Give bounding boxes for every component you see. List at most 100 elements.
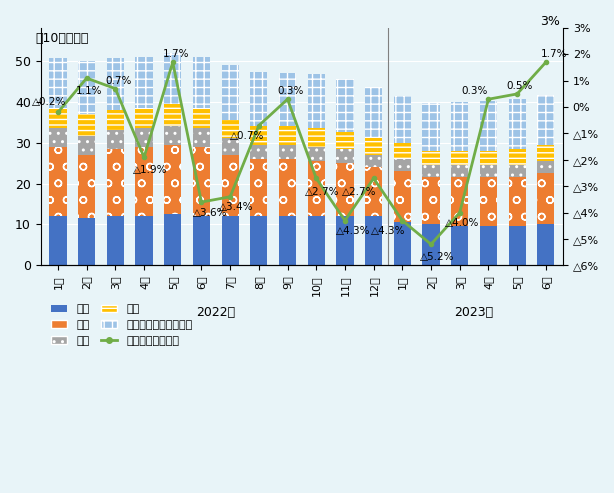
Bar	[279, 159, 296, 216]
Text: △2.7%: △2.7%	[305, 186, 339, 197]
Bar	[537, 144, 554, 161]
Bar	[222, 120, 239, 139]
Text: △0.7%: △0.7%	[230, 131, 265, 141]
Bar	[508, 99, 526, 149]
Bar	[193, 128, 210, 147]
Bar	[107, 130, 124, 149]
Bar	[164, 53, 181, 104]
Bar	[365, 216, 383, 265]
Bar	[308, 128, 325, 147]
Text: 1.7%: 1.7%	[541, 49, 568, 59]
Bar	[394, 96, 411, 142]
Bar	[394, 142, 411, 159]
Bar	[251, 216, 268, 265]
Bar	[422, 165, 440, 177]
Bar	[422, 177, 440, 224]
Bar	[49, 216, 66, 265]
Bar	[336, 79, 354, 132]
Bar	[193, 147, 210, 216]
Bar	[422, 103, 440, 151]
Bar	[78, 137, 95, 155]
Legend: 米州, 中国, 欧州, 日本, アジア大洋州／その他, 伸び率（前月比）: 米州, 中国, 欧州, 日本, アジア大洋州／その他, 伸び率（前月比）	[46, 300, 197, 350]
Bar	[336, 132, 354, 149]
Bar	[336, 163, 354, 216]
Bar	[365, 155, 383, 167]
Text: 3%: 3%	[540, 15, 560, 28]
Bar	[336, 79, 354, 132]
Text: △4.3%: △4.3%	[371, 226, 405, 236]
Bar	[336, 132, 354, 149]
Text: 0.3%: 0.3%	[277, 86, 303, 96]
Bar	[394, 96, 411, 142]
Bar	[308, 128, 325, 147]
Bar	[508, 177, 526, 226]
Text: 1.7%: 1.7%	[162, 49, 189, 59]
Bar	[365, 87, 383, 139]
Bar	[164, 104, 181, 126]
Text: （10億ドル）: （10億ドル）	[35, 32, 88, 45]
Bar	[279, 126, 296, 144]
Bar	[451, 226, 468, 265]
Bar	[537, 173, 554, 224]
Bar	[107, 130, 124, 149]
Bar	[279, 159, 296, 216]
Bar	[537, 96, 554, 144]
Bar	[365, 167, 383, 216]
Text: △3.6%: △3.6%	[193, 208, 227, 217]
Bar	[394, 222, 411, 265]
Bar	[251, 144, 268, 159]
Bar	[451, 177, 468, 226]
Bar	[308, 147, 325, 161]
Bar	[480, 165, 497, 177]
Bar	[136, 108, 153, 128]
Bar	[451, 165, 468, 177]
Bar	[78, 61, 95, 114]
Bar	[49, 128, 66, 147]
Bar	[49, 108, 66, 128]
Bar	[164, 144, 181, 214]
Bar	[251, 126, 268, 144]
Bar	[49, 108, 66, 128]
Bar	[308, 216, 325, 265]
Bar	[251, 71, 268, 126]
Bar	[279, 144, 296, 159]
Bar	[422, 103, 440, 151]
Bar	[336, 149, 354, 163]
Bar	[394, 159, 411, 171]
Text: △0.2%: △0.2%	[32, 97, 66, 107]
Bar	[78, 218, 95, 265]
Bar	[136, 147, 153, 216]
Bar	[222, 155, 239, 216]
Bar	[164, 126, 181, 144]
Text: 2023年: 2023年	[454, 306, 494, 319]
Bar	[78, 114, 95, 137]
Text: 0.5%: 0.5%	[507, 81, 533, 91]
Bar	[49, 128, 66, 147]
Bar	[279, 73, 296, 126]
Bar	[480, 151, 497, 165]
Bar	[365, 139, 383, 155]
Bar	[508, 177, 526, 226]
Bar	[508, 99, 526, 149]
Bar	[308, 147, 325, 161]
Bar	[336, 216, 354, 265]
Bar	[480, 226, 497, 265]
Bar	[251, 159, 268, 216]
Bar	[308, 73, 325, 128]
Bar	[251, 71, 268, 126]
Text: 0.7%: 0.7%	[105, 76, 131, 86]
Bar	[164, 144, 181, 214]
Bar	[508, 165, 526, 177]
Bar	[136, 108, 153, 128]
Bar	[336, 149, 354, 163]
Bar	[136, 128, 153, 147]
Bar	[107, 110, 124, 130]
Bar	[422, 224, 440, 265]
Bar	[365, 139, 383, 155]
Bar	[365, 87, 383, 139]
Bar	[394, 159, 411, 171]
Bar	[422, 177, 440, 224]
Bar	[49, 58, 66, 108]
Bar	[136, 57, 153, 108]
Bar	[222, 65, 239, 120]
